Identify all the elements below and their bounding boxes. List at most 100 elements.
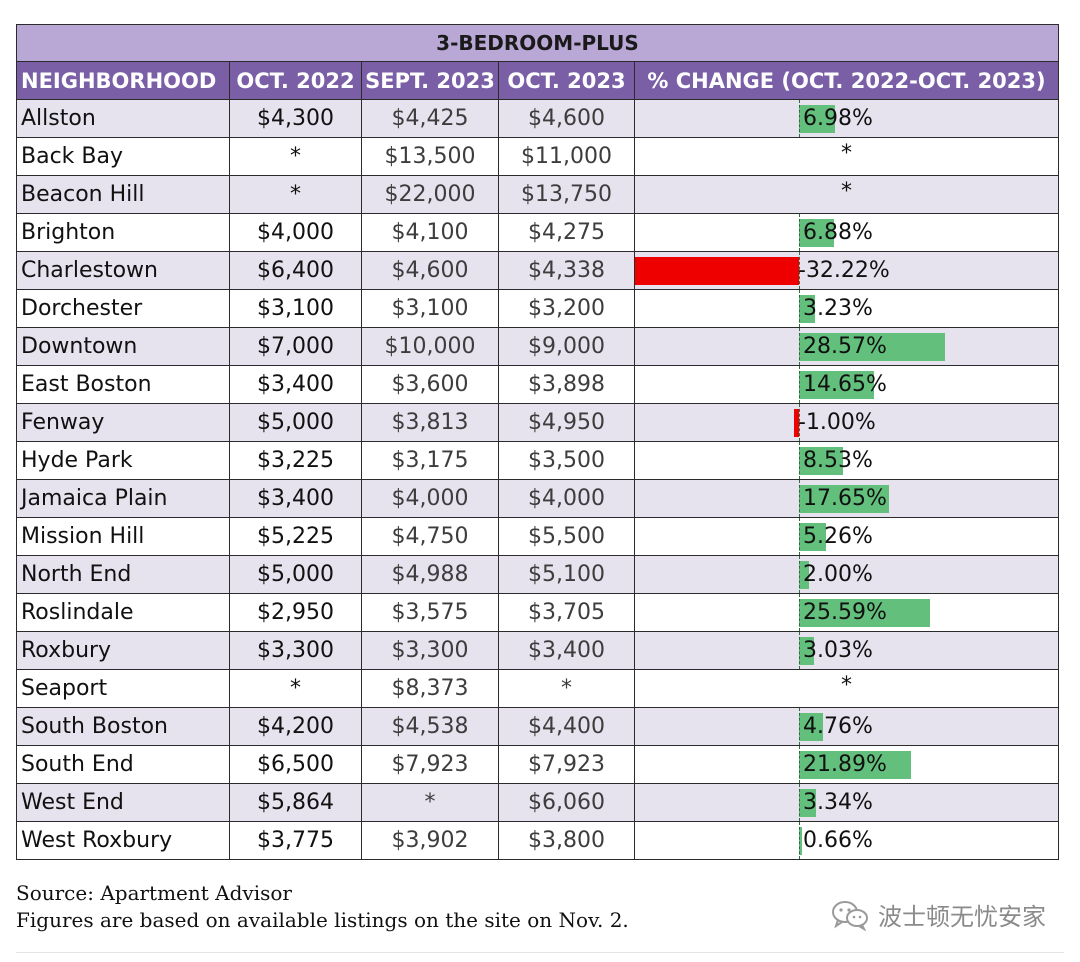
oct-2022-cell: $5,225 bbox=[229, 517, 362, 556]
oct-2023-cell: $11,000 bbox=[498, 137, 635, 176]
pct-change-bar bbox=[799, 371, 874, 399]
oct-2022-cell: * bbox=[229, 137, 362, 176]
table-row: Hyde Park $3,225 $3,175 $3,500 8.53% bbox=[16, 441, 1059, 480]
pct-change-cell: 8.53% bbox=[634, 441, 1059, 480]
sept-2023-cell: $3,600 bbox=[361, 365, 499, 404]
pct-change-label: 17.65% bbox=[803, 486, 887, 511]
neighborhood-cell: North End bbox=[16, 555, 230, 594]
pct-change-cell: 3.03% bbox=[634, 631, 1059, 670]
pct-change-cell: 3.23% bbox=[634, 289, 1059, 328]
pct-change-bar bbox=[799, 333, 945, 361]
sept-2023-cell: * bbox=[361, 783, 499, 822]
oct-2022-cell: $5,000 bbox=[229, 555, 362, 594]
oct-2022-cell: $6,400 bbox=[229, 251, 362, 290]
table-row: Roslindale $2,950 $3,575 $3,705 25.59% bbox=[16, 593, 1059, 632]
oct-2022-cell: $3,400 bbox=[229, 365, 362, 404]
zero-axis bbox=[799, 594, 800, 631]
pct-change-label: 5.26% bbox=[803, 524, 873, 549]
neighborhood-cell: Allston bbox=[16, 99, 230, 138]
sept-2023-cell: $10,000 bbox=[361, 327, 499, 366]
pct-change-label: * bbox=[841, 673, 852, 698]
neighborhood-cell: Dorchester bbox=[16, 289, 230, 328]
pct-change-cell: 17.65% bbox=[634, 479, 1059, 518]
pct-change-cell: * bbox=[634, 137, 1059, 176]
pct-change-cell: * bbox=[634, 669, 1059, 708]
pct-change-label: 8.53% bbox=[803, 448, 873, 473]
sept-2023-cell: $13,500 bbox=[361, 137, 499, 176]
header-oct-2023: OCT. 2023 bbox=[498, 61, 635, 100]
oct-2023-cell: $4,338 bbox=[498, 251, 635, 290]
oct-2023-cell: * bbox=[498, 669, 635, 708]
zero-axis bbox=[799, 442, 800, 479]
header-sept-2023: SEPT. 2023 bbox=[361, 61, 499, 100]
zero-axis bbox=[799, 100, 800, 137]
table-row: Fenway $5,000 $3,813 $4,950 -1.00% bbox=[16, 403, 1059, 442]
neighborhood-cell: Jamaica Plain bbox=[16, 479, 230, 518]
table-row: Charlestown $6,400 $4,600 $4,338 -32.22% bbox=[16, 251, 1059, 290]
sept-2023-cell: $3,813 bbox=[361, 403, 499, 442]
pct-change-bar bbox=[793, 409, 799, 437]
pct-change-bar bbox=[799, 637, 815, 665]
pct-change-bar bbox=[799, 219, 835, 247]
zero-axis bbox=[799, 252, 800, 289]
neighborhood-cell: Fenway bbox=[16, 403, 230, 442]
oct-2023-cell: $3,800 bbox=[498, 821, 635, 860]
table-row: Downtown $7,000 $10,000 $9,000 28.57% bbox=[16, 327, 1059, 366]
zero-axis bbox=[799, 404, 800, 441]
oct-2023-cell: $3,500 bbox=[498, 441, 635, 480]
table-row: Back Bay * $13,500 $11,000 * bbox=[16, 137, 1059, 176]
table-row: Jamaica Plain $3,400 $4,000 $4,000 17.65% bbox=[16, 479, 1059, 518]
zero-axis bbox=[799, 214, 800, 251]
notes: Source: Apartment Advisor Figures are ba… bbox=[16, 880, 629, 934]
oct-2022-cell: * bbox=[229, 175, 362, 214]
sept-2023-cell: $22,000 bbox=[361, 175, 499, 214]
pct-change-label: 0.66% bbox=[803, 828, 873, 853]
zero-axis bbox=[799, 290, 800, 327]
pct-change-label: 3.23% bbox=[803, 296, 873, 321]
pct-change-cell: 6.88% bbox=[634, 213, 1059, 252]
table-row: Seaport * $8,373 * * bbox=[16, 669, 1059, 708]
pct-change-label: 6.88% bbox=[803, 220, 873, 245]
oct-2023-cell: $3,400 bbox=[498, 631, 635, 670]
sept-2023-cell: $3,300 bbox=[361, 631, 499, 670]
pct-change-label: -1.00% bbox=[798, 410, 876, 435]
zero-axis bbox=[799, 556, 800, 593]
neighborhood-cell: Charlestown bbox=[16, 251, 230, 290]
divider bbox=[16, 952, 1064, 953]
pct-change-cell: 5.26% bbox=[634, 517, 1059, 556]
pct-change-bar bbox=[799, 561, 810, 589]
zero-axis bbox=[799, 822, 800, 859]
table-title: 3-BEDROOM-PLUS bbox=[16, 24, 1059, 62]
pct-change-cell: 2.00% bbox=[634, 555, 1059, 594]
neighborhood-cell: Brighton bbox=[16, 213, 230, 252]
neighborhood-cell: Seaport bbox=[16, 669, 230, 708]
pct-change-cell: 14.65% bbox=[634, 365, 1059, 404]
oct-2023-cell: $5,500 bbox=[498, 517, 635, 556]
zero-axis bbox=[799, 746, 800, 783]
oct-2022-cell: $6,500 bbox=[229, 745, 362, 784]
pct-change-cell: 21.89% bbox=[634, 745, 1059, 784]
oct-2023-cell: $3,200 bbox=[498, 289, 635, 328]
footnote: Figures are based on available listings … bbox=[16, 908, 629, 932]
sept-2023-cell: $3,100 bbox=[361, 289, 499, 328]
table-row: West End $5,864 * $6,060 3.34% bbox=[16, 783, 1059, 822]
table-row: North End $5,000 $4,988 $5,100 2.00% bbox=[16, 555, 1059, 594]
neighborhood-cell: Beacon Hill bbox=[16, 175, 230, 214]
oct-2022-cell: $2,950 bbox=[229, 593, 362, 632]
sept-2023-cell: $3,902 bbox=[361, 821, 499, 860]
pct-change-label: 3.34% bbox=[803, 790, 873, 815]
oct-2022-cell: $4,200 bbox=[229, 707, 362, 746]
oct-2023-cell: $9,000 bbox=[498, 327, 635, 366]
table-row: Allston $4,300 $4,425 $4,600 6.98% bbox=[16, 99, 1059, 138]
zero-axis bbox=[799, 708, 800, 745]
wechat-icon bbox=[830, 899, 870, 931]
table-row: South Boston $4,200 $4,538 $4,400 4.76% bbox=[16, 707, 1059, 746]
oct-2023-cell: $3,898 bbox=[498, 365, 635, 404]
pct-change-label: 6.98% bbox=[803, 106, 873, 131]
oct-2022-cell: $3,225 bbox=[229, 441, 362, 480]
pct-change-label: 14.65% bbox=[803, 372, 887, 397]
zero-axis bbox=[799, 328, 800, 365]
oct-2022-cell: $4,300 bbox=[229, 99, 362, 138]
pct-change-bar bbox=[799, 827, 803, 855]
neighborhood-cell: Mission Hill bbox=[16, 517, 230, 556]
